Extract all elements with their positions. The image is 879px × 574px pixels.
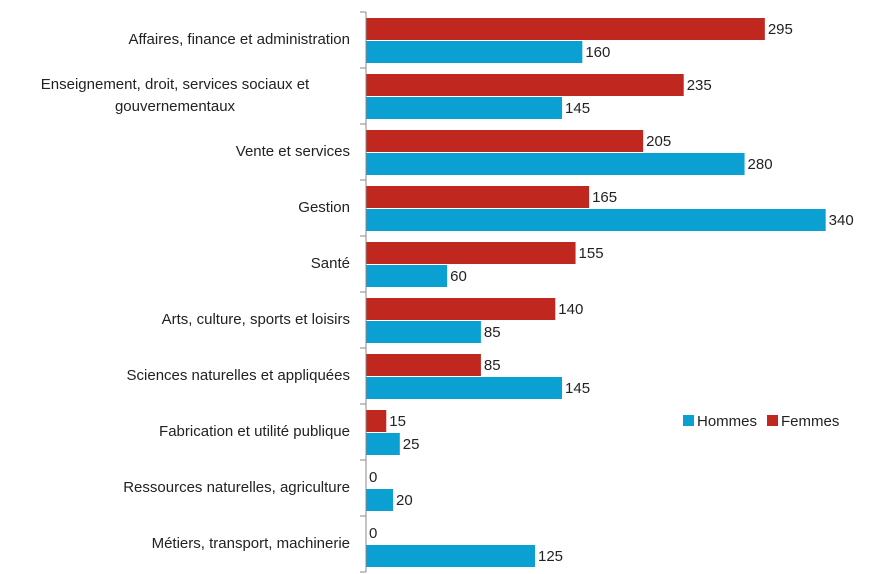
value-label: 25 [403, 436, 420, 453]
bar [366, 18, 765, 40]
legend-label: Femmes [781, 413, 839, 430]
value-label: 85 [484, 357, 501, 374]
value-label: 85 [484, 324, 501, 341]
value-label: 160 [585, 44, 610, 61]
category-label: Enseignement, droit, services sociaux et… [40, 76, 310, 115]
category-label: Vente et services [235, 143, 350, 160]
category-label: Arts, culture, sports et loisirs [161, 311, 350, 328]
category-label: Sciences naturelles et appliquées [126, 367, 350, 384]
legend-swatch [767, 415, 779, 426]
value-label: 340 [829, 212, 854, 229]
value-label: 295 [768, 21, 793, 38]
bar [366, 209, 826, 231]
value-label: 155 [579, 245, 604, 262]
category-label: Fabrication et utilité publique [159, 423, 350, 440]
value-label: 235 [687, 77, 712, 94]
bar [366, 545, 535, 567]
bar [366, 41, 583, 63]
value-label: 125 [538, 548, 563, 565]
category-label: Métiers, transport, machinerie [151, 535, 350, 552]
category-label: Ressources naturelles, agriculture [123, 479, 350, 496]
value-label: 280 [748, 156, 773, 173]
bar [366, 298, 556, 320]
value-label: 15 [389, 413, 406, 430]
bar [366, 433, 400, 455]
legend-swatch [683, 415, 694, 426]
value-label: 140 [558, 301, 583, 318]
value-label: 205 [646, 133, 671, 150]
bar [366, 321, 481, 343]
bar [366, 97, 563, 119]
legend-label: Hommes [697, 413, 757, 430]
value-label: 0 [369, 469, 377, 486]
value-label: 20 [396, 492, 413, 509]
value-label: 0 [369, 525, 377, 542]
bar [366, 489, 394, 511]
value-label: 165 [592, 189, 617, 206]
category-label: Santé [310, 255, 350, 272]
value-label: 60 [450, 268, 467, 285]
category-label: Gestion [298, 199, 350, 216]
bar [366, 242, 576, 264]
bar [366, 130, 644, 152]
bar [366, 410, 387, 432]
value-label: 145 [565, 380, 590, 397]
bar [366, 186, 590, 208]
value-label: 145 [565, 100, 590, 117]
bar [366, 153, 745, 175]
bar [366, 354, 481, 376]
bar [366, 377, 563, 399]
category-label: Affaires, finance et administration [128, 31, 350, 48]
bar [366, 265, 448, 287]
bar [366, 74, 684, 96]
